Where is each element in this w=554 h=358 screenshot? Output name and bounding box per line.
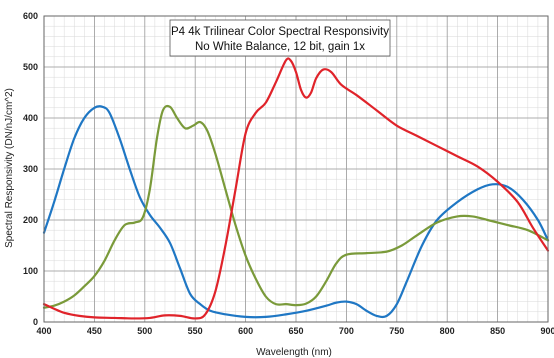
x-tick-label: 750	[389, 326, 404, 336]
x-tick-label: 400	[36, 326, 51, 336]
y-tick-label: 600	[23, 11, 38, 21]
x-tick-label: 550	[188, 326, 203, 336]
x-tick-label: 650	[288, 326, 303, 336]
y-axis-label: Spectral Responsivity (DN/nJ/cm^2)	[4, 88, 15, 248]
x-tick-label: 600	[238, 326, 253, 336]
title-box-background	[169, 19, 391, 57]
series-line-red	[42, 57, 550, 320]
x-tick-label: 900	[540, 326, 554, 336]
y-tick-label: 500	[23, 62, 38, 72]
x-tick-label: 500	[137, 326, 152, 336]
x-tick-label: 450	[87, 326, 102, 336]
plot-border	[43, 15, 549, 323]
title-box: P4 4k Trilinear Color Spectral Responsiv…	[169, 19, 391, 57]
y-tick-label: 0	[33, 317, 38, 327]
y-tick-label: 100	[23, 266, 38, 276]
x-tick-label: 700	[339, 326, 354, 336]
series-line-blue	[42, 105, 550, 319]
chart-subtitle: No White Balance, 12 bit, gain 1x	[195, 41, 365, 53]
chart-title: P4 4k Trilinear Color Spectral Responsiv…	[171, 26, 389, 38]
series-line-green	[42, 104, 550, 309]
y-tick-label: 200	[23, 215, 38, 225]
axis-layer: 400 450 500 550 600 650 700 750 800 850 900 0 100 200…	[23, 11, 554, 336]
x-axis-label: Wavelength (nm)	[256, 347, 332, 358]
y-tick-label: 400	[23, 113, 38, 123]
x-tick-label: 850	[490, 326, 505, 336]
series-layer	[42, 57, 550, 320]
x-tick-label: 800	[440, 326, 455, 336]
y-tick-label: 300	[23, 164, 38, 174]
grid-layer	[43, 15, 549, 323]
